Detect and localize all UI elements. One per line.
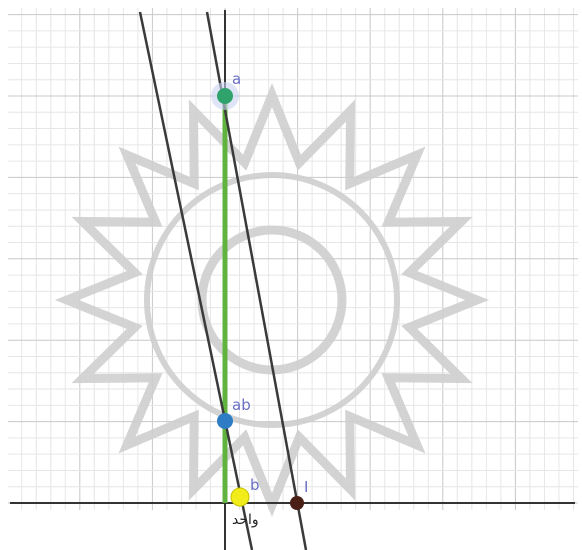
- point-label: a: [232, 70, 241, 88]
- point[interactable]: [217, 88, 233, 104]
- origin-label: واحد: [232, 512, 259, 528]
- point-label: b: [250, 476, 260, 494]
- ornament-circle: [147, 175, 397, 425]
- watermark: [67, 95, 477, 505]
- grid: [8, 8, 578, 510]
- point[interactable]: [290, 496, 304, 510]
- page: a ab b I واحد (() => { const data = JSON…: [0, 0, 582, 550]
- point-label: I: [304, 478, 308, 496]
- star-ornament: [67, 95, 477, 505]
- point[interactable]: [231, 488, 249, 506]
- point[interactable]: [217, 413, 233, 429]
- geometry-canvas: a ab b I واحد: [0, 0, 582, 550]
- point-label: ab: [232, 396, 251, 414]
